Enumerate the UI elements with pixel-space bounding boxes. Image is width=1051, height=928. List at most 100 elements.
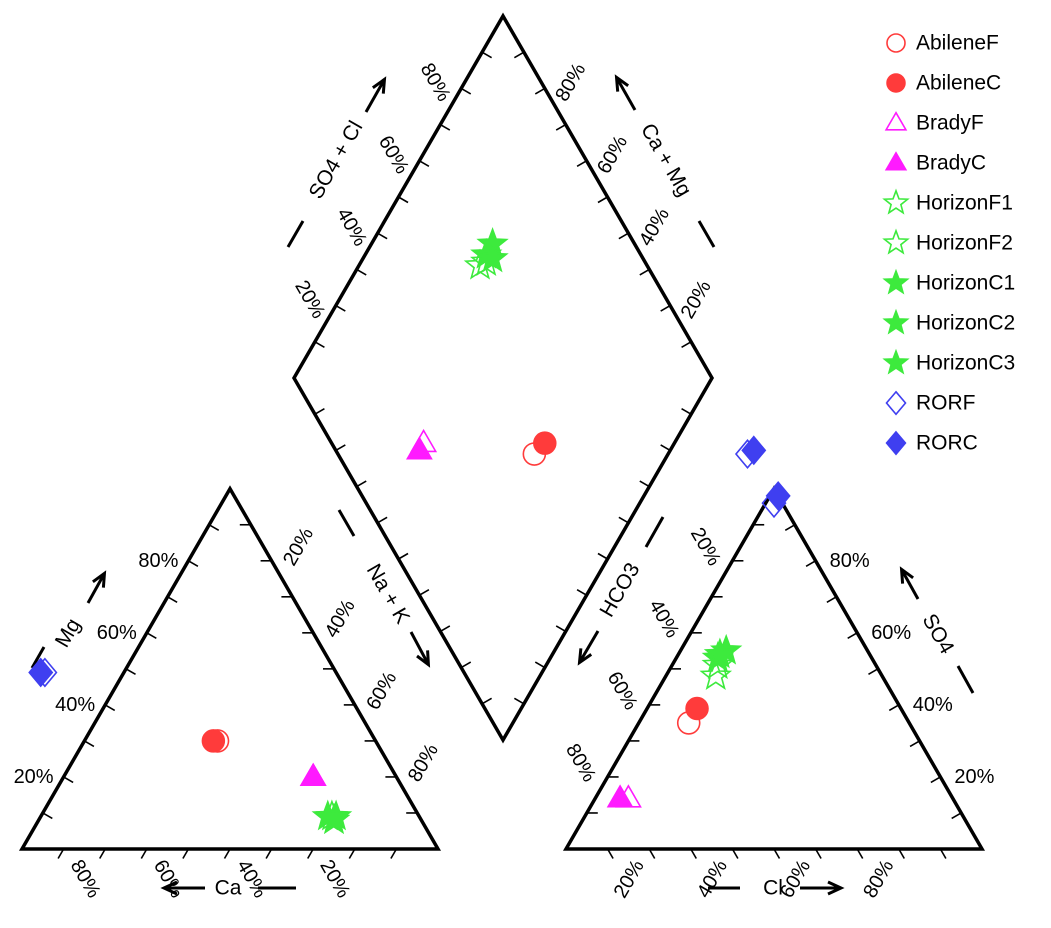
legend-marker [884,151,908,171]
point-cation-abilenec [201,729,226,753]
diamond-upper-right-tick [513,51,525,59]
diamond-lower-left-tick [335,444,346,452]
diamond-lower-right-tick [618,516,629,524]
axis-tick-labels: 20%40%60%80%80% 60% 40% 20%20%40%60%80%20% 4… [14,59,995,902]
mg-tick-label: 20% [14,766,54,788]
mg-tick-label: 40% [55,694,95,716]
ca-mg-axis-title: Ca + Mg [636,120,696,201]
cation-left-tick [83,740,95,748]
cation-base-tick [265,848,273,859]
ca-tick-label: 60% [149,856,188,902]
legend-marker [885,430,907,456]
legend-label: RORC [916,432,978,455]
na-k-tick-label: 20% [279,524,318,570]
cl-tick-label: 20% [610,856,649,902]
anion-right-tick [868,668,879,676]
anion-base-tick [939,848,947,859]
diamond-upper-left-tick [335,304,346,312]
anion-right-tick [847,632,858,640]
point-anion-bradyc [606,784,634,808]
cation-triangle [18,485,442,851]
cation-base-tick [57,848,65,859]
legend-label: HorizonC1 [916,272,1015,295]
diamond-upper-right-tick [639,268,650,276]
cl-tick-label: 40% [693,856,732,902]
hco3-tick-label: 60% [603,668,642,714]
anion-right-tick [909,740,920,748]
mg-arrow [86,570,107,604]
diamond-lower-right-tick [597,552,608,560]
cation-left-tick [146,632,157,640]
cation-base-tick [348,848,356,859]
diamond-upper-right-tick [681,341,692,348]
diamond-lower-right-tick [639,480,650,488]
legend-label: HorizonC2 [916,312,1015,335]
so4-cl-dash [286,220,305,248]
legend-label: BradyF [916,112,984,135]
legend-item-horizonc1: HorizonC1 [882,268,1015,295]
hco3-tick-label: 40% [644,596,683,642]
legend-item-rorc: RORC [885,430,978,456]
diamond-upper-right-tick [555,123,567,131]
legend-item-bradyf: BradyF [884,111,984,135]
ca-mg-dash [697,220,716,248]
point-diamond-abilenec [533,431,557,455]
point-anion-horizonf1 [701,648,735,680]
anion-right-tick [930,776,941,784]
hco3-dash [644,516,665,548]
legend-marker [886,73,906,93]
anion-right-tick [888,704,900,712]
axis-ticks [42,51,962,859]
ca-mg-tick-label: 60% [593,132,632,178]
mg-tick-label: 60% [97,622,137,644]
diamond-lower-left-tick [356,480,367,488]
diamond-upper-left-tick [460,87,472,95]
ca-mg-tick-label: 40% [635,204,674,250]
hco3-tick-label: 80% [561,740,600,786]
diamond-upper-left-tick [418,160,430,167]
hco3-tick-label: 20% [686,524,725,570]
anion-triangle [562,485,986,851]
so4-axis-title: SO4 [918,610,959,658]
diamond-upper-left-tick [439,123,451,131]
mg-tick-label: 80% [138,550,178,572]
anion-right-tick [826,596,837,604]
diamond-upper-right-tick [576,160,587,167]
legend-label: HorizonC3 [916,352,1015,375]
diamond-lower-left-tick [481,697,493,705]
anion-base-tick [773,848,781,859]
legend-marker [882,228,910,255]
diamond-upper-left-tick [377,232,388,240]
cation-base-tick [99,848,106,859]
legend-marker [882,268,910,295]
legend-marker [882,348,910,375]
cl-tick-label: 80% [859,856,898,902]
ca-tick-label: 20% [315,856,354,902]
so4-tick-label: 60% [871,622,911,644]
cation-left-tick [187,560,199,567]
diamond-upper-left-tick [481,51,493,59]
diamond-lower-left-tick [377,516,388,524]
legend-item-horizonc2: HorizonC2 [882,308,1015,335]
diamond-lower-left-tick [418,589,430,596]
anion-right-tick [805,560,816,567]
point-cation-horizonc3 [311,799,344,831]
legend-marker [886,33,906,53]
ca-mg-arrow [614,74,637,111]
na-k-tick-label: 40% [321,596,360,642]
legend-label: RORF [916,392,976,415]
ca-tick-label: 80% [66,856,105,902]
chart-legend: AbileneF AbileneC BradyF BradyC HorizonF1 Hor… [882,32,1015,456]
point-anion-horizonf2 [699,658,733,690]
diamond-lower-left-tick [314,408,325,415]
anion-base-tick [814,848,822,859]
legend-marker [882,308,910,335]
anion-base-tick [898,848,905,859]
na-k-arrow [409,631,431,668]
cation-base-tick [140,848,148,859]
diamond-lower-left-tick [398,552,409,560]
point-cation-bradyc [299,762,327,786]
diamond-lower-left-tick [460,661,472,669]
point-diamond-bradyc [405,436,433,460]
